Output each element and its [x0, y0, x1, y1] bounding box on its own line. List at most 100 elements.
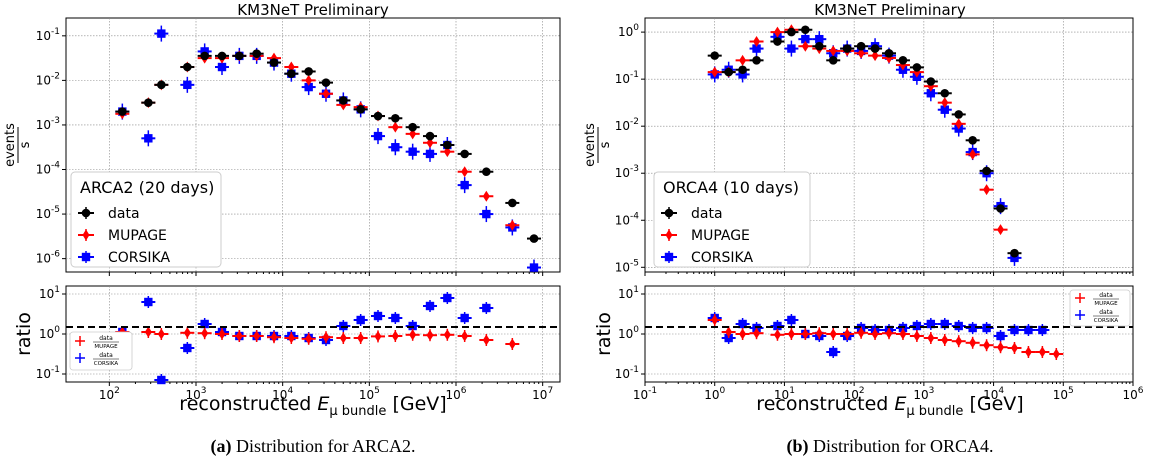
marker-mupage — [899, 59, 907, 71]
marker-data — [724, 67, 733, 77]
marker-corsika — [801, 34, 810, 44]
panel-b-legend: ORCA4 (10 days) data MUPAGE CORSIKA — [653, 171, 811, 268]
ratio-marker — [1052, 348, 1060, 360]
ratio-marker — [235, 330, 243, 342]
x-tick-label: 103 — [913, 386, 934, 402]
marker-mupage — [461, 166, 469, 178]
panel-a-ratio-ylabel: ratio — [13, 312, 35, 356]
marker-corsika — [529, 263, 539, 272]
ratio-marker — [322, 331, 330, 343]
ratio-marker — [425, 301, 435, 311]
marker-corsika — [940, 105, 949, 114]
marker-data — [884, 48, 894, 58]
marker-data — [321, 78, 331, 87]
y-tick-label: 10-2 — [615, 117, 639, 133]
ratio-marker — [144, 297, 153, 307]
ratio-marker — [144, 326, 152, 338]
y-tick-label: 10-5 — [36, 205, 60, 221]
panel-b-ticks: 10-1 100 101 102 103 104 105 106 10-5 10-4 10-3 10-… — [615, 23, 1144, 402]
ratio-marker — [857, 327, 865, 339]
legend-marker-data — [664, 208, 674, 218]
panel-a: KM3NeT Preliminary 102 103 104 105 106 107 10-… — [3, 1, 561, 419]
panel-b-ylabel: events s — [583, 123, 613, 167]
ratio-marker — [1010, 325, 1019, 335]
panel-a-legend-title: ARCA2 (20 days) — [80, 178, 214, 197]
marker-data — [787, 27, 796, 37]
ratio-marker — [253, 330, 261, 342]
marker-data — [269, 58, 279, 67]
marker-mupage — [829, 45, 837, 57]
marker-data — [710, 51, 720, 60]
panel-a-ylabel-num: events — [3, 123, 18, 167]
panel-b-ratio-points — [707, 312, 1064, 360]
marker-data — [912, 63, 922, 72]
legend-label-mupage: MUPAGE — [108, 228, 167, 244]
marker-corsika — [157, 29, 166, 38]
ratio-marker — [787, 328, 795, 340]
marker-data — [828, 56, 838, 65]
panel-b-ylabel-den: s — [598, 141, 613, 148]
marker-data — [773, 37, 782, 46]
marker-mupage — [305, 74, 313, 86]
panel-a-ratio-points — [115, 292, 520, 385]
ratio-marker — [270, 331, 278, 343]
marker-corsika — [183, 80, 192, 90]
ratio-legend-den: MUPAGE — [94, 344, 118, 350]
marker-mupage — [983, 184, 991, 196]
marker-corsika — [304, 82, 313, 92]
ratio-marker — [829, 347, 838, 357]
ratio-marker — [725, 326, 733, 338]
y-tick-label: 10-1 — [615, 70, 639, 86]
marker-data — [356, 105, 365, 114]
ratio-marker — [460, 313, 469, 323]
marker-mupage — [287, 61, 295, 73]
ratio-marker — [200, 319, 209, 329]
x-tick-label: 105 — [359, 386, 380, 402]
panel-b-main-frame — [644, 17, 1134, 273]
marker-data — [460, 149, 469, 159]
ratio-marker — [339, 332, 347, 344]
panel-a-ylabel: events s — [3, 123, 33, 167]
ratio-marker — [829, 328, 837, 340]
marker-data — [1010, 248, 1019, 258]
ratio-marker — [885, 327, 893, 339]
ratio-marker — [968, 323, 977, 333]
marker-mupage — [773, 26, 781, 38]
ratio-marker — [940, 319, 949, 329]
marker-data — [183, 62, 192, 72]
x-tick-label: 100 — [704, 386, 725, 402]
ratio-marker — [941, 334, 949, 346]
marker-mupage — [482, 190, 490, 202]
marker-mupage — [443, 146, 451, 158]
legend-label-corsika: CORSIKA — [108, 250, 170, 266]
marker-data — [391, 113, 400, 123]
ratio-marker — [738, 319, 747, 329]
ratio-marker — [357, 332, 365, 344]
panel-b-ylabel-num: events — [583, 123, 598, 167]
ratio-marker — [373, 311, 383, 321]
ratio-marker — [711, 314, 719, 326]
ratio-marker — [305, 333, 313, 345]
ratio-marker — [443, 293, 452, 303]
marker-data — [200, 51, 209, 61]
marker-mupage — [739, 54, 747, 66]
ratio-legend-num: data — [1099, 292, 1113, 299]
marker-data — [529, 234, 539, 243]
x-tick-label: 106 — [1122, 386, 1143, 402]
marker-mupage — [753, 36, 761, 48]
ratio-y-tick-label: 100 — [618, 325, 639, 341]
ratio-marker — [955, 335, 963, 347]
marker-data — [482, 167, 491, 177]
ratio-marker — [1038, 346, 1046, 358]
legend-label-mupage: MUPAGE — [691, 228, 750, 244]
marker-data — [118, 107, 127, 116]
marker-corsika — [408, 147, 417, 156]
panel-a-title: KM3NeT Preliminary — [237, 1, 389, 19]
ratio-marker — [482, 303, 491, 313]
marker-mupage — [409, 128, 417, 140]
marker-data — [842, 44, 852, 53]
marker-corsika — [738, 70, 747, 79]
panel-a-main-frame — [65, 17, 561, 273]
ratio-marker — [815, 327, 823, 339]
x-tick-label: 103 — [185, 386, 206, 402]
